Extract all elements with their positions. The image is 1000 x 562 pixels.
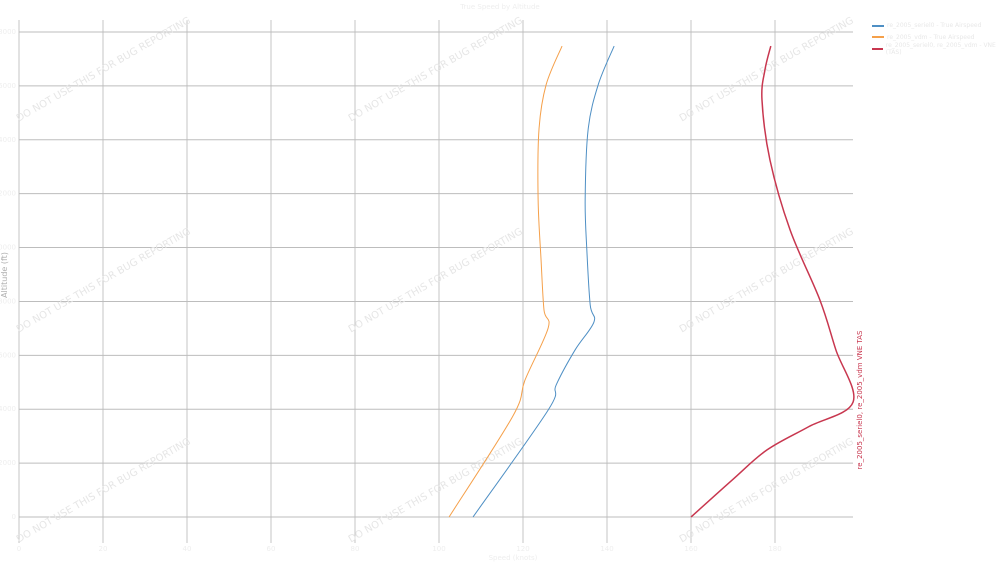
watermarks: DO NOT USE THIS FOR BUG REPORTING DO NOT … (15, 15, 856, 545)
y-axis-label: Altitude (ft) (0, 252, 9, 298)
legend-item[interactable]: re_2005_vdm - True Airspeed (872, 32, 1000, 44)
watermark: DO NOT USE THIS FOR BUG REPORTING (347, 226, 525, 335)
y-tick-label: 6000 (0, 351, 16, 359)
x-tick-label: 100 (432, 545, 445, 553)
series-line-0 (472, 45, 615, 518)
y-tick-label: 10000 (0, 244, 16, 252)
y-tick-label: 16000 (0, 82, 16, 90)
x-tick-label: 20 (99, 545, 108, 553)
x-axis-label: Speed (knots) (489, 554, 538, 562)
x-tick-label: 120 (516, 545, 529, 553)
x-tick-label: 180 (768, 545, 781, 553)
series-line-1 (448, 45, 563, 518)
series-line-2 (690, 45, 855, 518)
y-tick-label: 14000 (0, 136, 16, 144)
watermark: DO NOT USE THIS FOR BUG REPORTING (15, 436, 193, 545)
watermark: DO NOT USE THIS FOR BUG REPORTING (347, 436, 525, 545)
legend-item[interactable]: re_2005_seriel0, re_2005_vdm - VNE (TAS) (872, 41, 1000, 56)
y-tick-label: 0 (12, 513, 16, 521)
x-tick-label: 60 (267, 545, 276, 553)
x-tick-label: 40 (183, 545, 192, 553)
x-tick-label: 140 (600, 545, 613, 553)
legend-item[interactable]: re_2005_seriel0 - True Airspeed (872, 20, 1000, 32)
grid (18, 20, 853, 543)
legend: re_2005_seriel0 - True Airspeed re_2005_… (872, 20, 1000, 56)
legend-swatch (872, 24, 884, 27)
legend-swatch (872, 47, 883, 50)
y-tick-label: 12000 (0, 190, 16, 198)
y-tick-label: 4000 (0, 405, 16, 413)
legend-label: re_2005_seriel0, re_2005_vdm - VNE (TAS) (885, 41, 996, 56)
watermark: DO NOT USE THIS FOR BUG REPORTING (678, 436, 856, 545)
legend-label: re_2005_seriel0 - True Airspeed (887, 22, 982, 30)
legend-label: re_2005_vdm - True Airspeed (887, 33, 975, 41)
watermark: DO NOT USE THIS FOR BUG REPORTING (15, 226, 193, 335)
y-tick-label: 2000 (0, 459, 16, 467)
chart-title: True Speed by Altitude (459, 3, 539, 11)
x-tick-label: 80 (351, 545, 360, 553)
tick-labels: 0 20 40 60 80 100 120 140 160 180 0 2000 4000 6000 800… (0, 28, 782, 553)
watermark: DO NOT USE THIS FOR BUG REPORTING (678, 226, 856, 335)
x-tick-label: 160 (684, 545, 697, 553)
series-lines (448, 45, 855, 518)
y-tick-label: 8000 (0, 297, 16, 305)
x-tick-label: 0 (17, 545, 21, 553)
secondary-axis-label: re_2005_seriel0, re_2005_vdm VNE TAS (856, 330, 864, 469)
legend-swatch (872, 36, 884, 39)
y-tick-label: 18000 (0, 28, 16, 36)
